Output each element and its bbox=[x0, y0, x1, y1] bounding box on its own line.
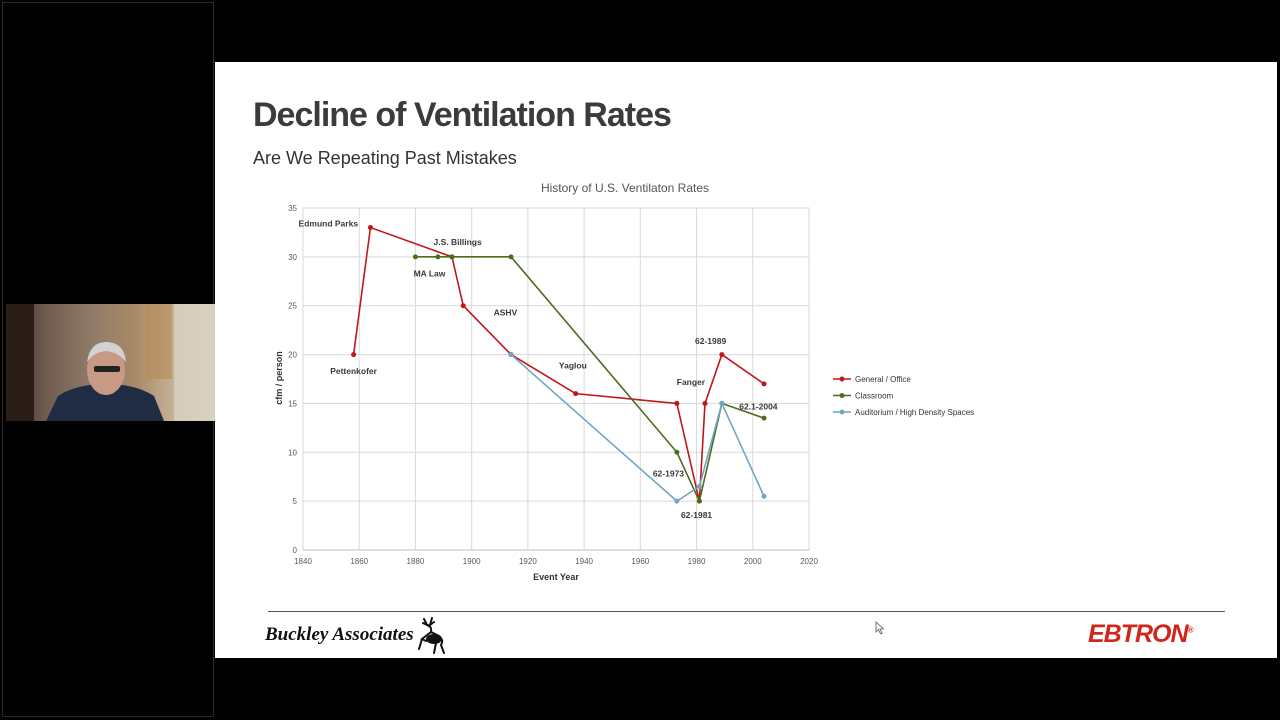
buckley-logo-text: Buckley Associates bbox=[265, 624, 414, 645]
webcam-panel bbox=[2, 2, 216, 717]
legend-label: General / Office bbox=[855, 375, 911, 384]
slide: Decline of Ventilation Rates Are We Repe… bbox=[215, 62, 1277, 658]
data-point bbox=[761, 415, 767, 421]
data-point bbox=[719, 352, 725, 358]
annotation-label: Edmund Parks bbox=[299, 219, 359, 229]
x-tick-label: 1840 bbox=[294, 557, 312, 566]
x-axis-title: Event Year bbox=[533, 572, 579, 582]
y-tick-label: 0 bbox=[293, 546, 298, 555]
data-point bbox=[351, 352, 357, 358]
data-point bbox=[761, 381, 767, 387]
series-line bbox=[510, 353, 765, 503]
y-axis-title: cfm / person bbox=[274, 351, 284, 405]
data-point bbox=[674, 400, 680, 406]
y-tick-label: 20 bbox=[288, 351, 297, 360]
x-tick-label: 2020 bbox=[800, 557, 818, 566]
legend-label: Classroom bbox=[855, 392, 894, 401]
data-point bbox=[367, 225, 373, 231]
annotation-label: Pettenkofer bbox=[330, 366, 377, 376]
data-point bbox=[696, 498, 702, 504]
mouse-cursor-icon bbox=[875, 621, 885, 635]
buckley-associates-logo: Buckley Associates bbox=[265, 614, 448, 656]
annotation-label: 62-1989 bbox=[695, 336, 726, 346]
footer-divider bbox=[268, 611, 1225, 612]
annotation-label: 62-1973 bbox=[653, 469, 684, 479]
chart-annotations: Edmund Parks J.S. Billings MA Law ASHV Pette… bbox=[299, 219, 778, 520]
data-point bbox=[674, 449, 680, 455]
data-point bbox=[719, 400, 725, 406]
annotation-label: J.S. Billings bbox=[434, 237, 482, 247]
chart-series bbox=[351, 225, 767, 504]
annotation-label: 62.1-2004 bbox=[739, 401, 778, 411]
x-tick-label: 1960 bbox=[631, 557, 649, 566]
y-tick-label: 10 bbox=[288, 448, 297, 457]
x-tick-label: 1920 bbox=[519, 557, 537, 566]
data-point bbox=[761, 493, 767, 499]
y-tick-label: 25 bbox=[288, 302, 297, 311]
x-tick-label: 2000 bbox=[744, 557, 762, 566]
plot-area-border bbox=[302, 207, 810, 551]
y-tick-label: 30 bbox=[288, 253, 297, 262]
data-point bbox=[508, 254, 514, 260]
chart-axes: 0 5 10 15 20 25 30 35 1840 1860 1880 1900 1920 1940 19… bbox=[288, 204, 818, 566]
annotation-label: ASHV bbox=[494, 307, 518, 317]
annotation-label: MA Law bbox=[414, 268, 446, 278]
y-tick-label: 15 bbox=[288, 399, 297, 408]
ebtron-logo: EBTRON® bbox=[1088, 620, 1194, 649]
x-tick-label: 1940 bbox=[575, 557, 593, 566]
legend-marker bbox=[839, 376, 845, 382]
annotation-label: Fanger bbox=[677, 377, 706, 387]
annotation-label: Yaglou bbox=[559, 360, 587, 370]
registered-mark: ® bbox=[1187, 625, 1194, 635]
data-point bbox=[449, 254, 455, 260]
data-point bbox=[460, 303, 466, 309]
data-point bbox=[435, 254, 441, 260]
webcam-video bbox=[6, 304, 216, 421]
chart-legend: General / Office Classroom Auditorium / Hi… bbox=[833, 375, 974, 417]
ventilation-chart: 0 5 10 15 20 25 30 35 1840 1860 1880 1900 1920 1940 19… bbox=[274, 204, 974, 582]
legend-marker bbox=[839, 393, 845, 398]
data-point bbox=[674, 498, 680, 504]
slide-subtitle: Are We Repeating Past Mistakes bbox=[253, 148, 517, 168]
deer-icon bbox=[417, 617, 445, 654]
data-point bbox=[412, 254, 418, 260]
chart-grid bbox=[302, 207, 810, 551]
x-tick-label: 1860 bbox=[350, 557, 368, 566]
y-tick-label: 35 bbox=[288, 204, 297, 213]
y-tick-label: 5 bbox=[293, 497, 298, 506]
presenter-silhouette bbox=[6, 304, 216, 421]
ebtron-logo-text: EBTRON bbox=[1088, 620, 1189, 648]
data-point bbox=[573, 391, 579, 397]
data-point bbox=[696, 483, 702, 489]
x-tick-label: 1980 bbox=[688, 557, 706, 566]
annotation-label: 62-1981 bbox=[681, 510, 712, 520]
x-tick-label: 1900 bbox=[463, 557, 481, 566]
series-line bbox=[415, 256, 765, 504]
data-point bbox=[702, 400, 708, 406]
legend-label: Auditorium / High Density Spaces bbox=[855, 408, 974, 417]
slide-title: Decline of Ventilation Rates bbox=[253, 96, 672, 134]
chart-title: History of U.S. Ventilaton Rates bbox=[540, 181, 710, 195]
data-point bbox=[508, 352, 514, 358]
legend-marker bbox=[839, 409, 845, 415]
x-tick-label: 1880 bbox=[407, 557, 425, 566]
